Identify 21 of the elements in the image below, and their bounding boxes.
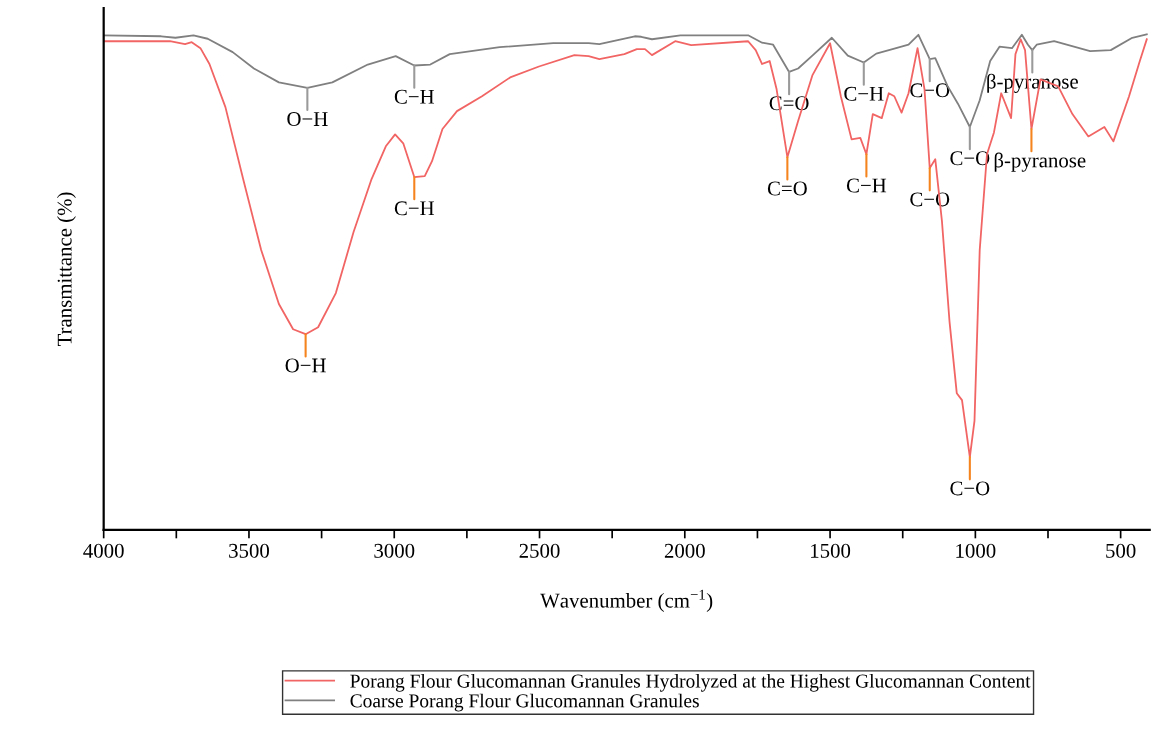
annotation: O−H bbox=[285, 358, 326, 373]
x-tick-label: 3500 bbox=[229, 543, 269, 558]
x-axis-title: Wavenumber (cm$^{−1}$) bbox=[540, 589, 713, 612]
x-tick-label: 3000 bbox=[374, 543, 415, 558]
annotation: C−H bbox=[844, 86, 884, 101]
annotation: C−H bbox=[846, 178, 887, 193]
x-tick-label: 1000 bbox=[956, 543, 996, 558]
annotation: C−H bbox=[394, 89, 435, 104]
x-tick-label: 2000 bbox=[664, 543, 705, 558]
annotation: β-pyranose bbox=[994, 152, 1086, 172]
x-tick-label: 500 bbox=[1106, 543, 1136, 558]
annotation: C=O bbox=[767, 181, 807, 196]
annotation: O−H bbox=[287, 112, 328, 127]
legend-label: Coarse Porang Flour Glucomannan Granules bbox=[350, 693, 699, 712]
x-tick-label: 1500 bbox=[811, 543, 851, 558]
annotation: C−H bbox=[394, 201, 435, 216]
x-tick-label: 4000 bbox=[83, 543, 124, 558]
y-axis-title: Transmittance (%) bbox=[57, 192, 76, 347]
x-tick-label: 2500 bbox=[519, 543, 560, 558]
annotation: C−O bbox=[950, 481, 990, 496]
legend-label: Porang Flour Glucomannan Granules Hydrolyzed at the Highest Glucomannan Content bbox=[350, 673, 1031, 692]
